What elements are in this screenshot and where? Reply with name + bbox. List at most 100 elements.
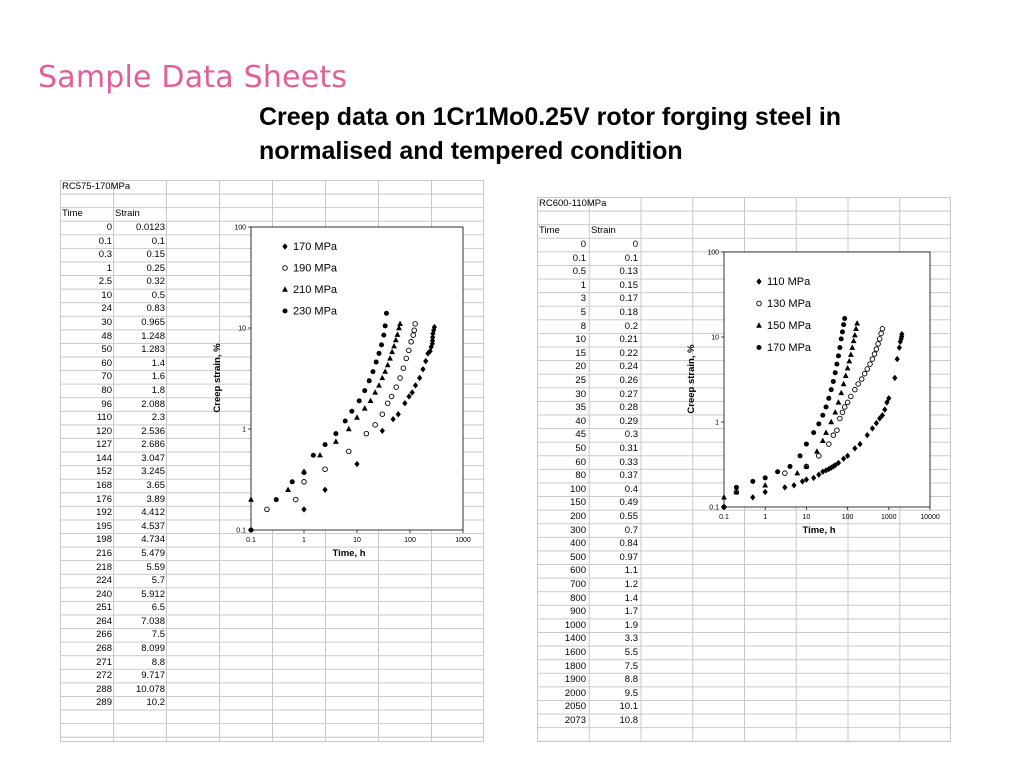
- data-point: [301, 479, 307, 485]
- data-point: [379, 411, 386, 417]
- data-point: [428, 343, 434, 351]
- strain-cell: 0.5: [151, 289, 165, 301]
- time-cell: 500: [570, 551, 586, 563]
- time-cell: 289: [96, 697, 112, 709]
- data-point: [366, 378, 372, 384]
- strain-cell: 7.5: [151, 629, 165, 641]
- x-tick-label: 0.1: [719, 514, 729, 521]
- strain-cell: 1.8: [151, 384, 165, 396]
- y-tick-label: 1: [242, 427, 246, 434]
- data-point: [389, 348, 396, 355]
- strain-cell: 3.245: [141, 466, 165, 478]
- strain-cell: 1.2: [624, 579, 638, 590]
- data-point: [875, 341, 881, 347]
- data-point: [819, 437, 826, 444]
- time-cell: 400: [570, 538, 586, 550]
- data-point: [879, 412, 886, 419]
- data-point: [838, 389, 845, 396]
- strain-cell: 8.099: [141, 642, 165, 654]
- data-point: [846, 357, 853, 364]
- data-point: [854, 320, 860, 326]
- time-cell: 2.5: [98, 276, 112, 288]
- data-point: [864, 431, 870, 439]
- time-cell: 24: [101, 303, 112, 315]
- data-point: [823, 404, 829, 410]
- time-cell: 8: [580, 320, 586, 332]
- data-point: [816, 453, 822, 459]
- legend-marker: [756, 345, 762, 350]
- data-point: [383, 310, 389, 316]
- data-point: [797, 453, 803, 459]
- data-point: [285, 486, 291, 493]
- data-point: [354, 414, 360, 420]
- data-point: [844, 399, 851, 406]
- data-point: [264, 506, 270, 513]
- legend-label: 150 MPa: [767, 320, 812, 332]
- sheet-name: RC600-110MPa: [539, 198, 607, 209]
- data-point: [402, 400, 408, 407]
- strain-cell: 0.32: [146, 276, 166, 288]
- data-point: [372, 422, 378, 428]
- data-point: [882, 406, 888, 413]
- data-point: [857, 440, 863, 448]
- data-point: [787, 463, 793, 469]
- data-point: [408, 339, 414, 345]
- column-header-strain: Strain: [115, 208, 140, 219]
- legend-marker: [282, 243, 288, 250]
- data-point: [382, 323, 388, 329]
- data-point: [301, 470, 307, 476]
- time-cell: 1400: [564, 633, 586, 645]
- time-cell: 0: [106, 222, 112, 233]
- column-header-strain: Strain: [591, 225, 616, 236]
- data-point: [852, 445, 858, 452]
- data-point: [828, 418, 835, 425]
- time-cell: 266: [96, 629, 112, 641]
- strain-cell: 0.26: [619, 375, 639, 386]
- time-cell: 264: [96, 615, 112, 627]
- time-cell: 195: [96, 520, 112, 532]
- series-230-mpa: [248, 310, 389, 533]
- data-point: [363, 430, 370, 437]
- time-cell: 0.5: [572, 266, 586, 278]
- data-point: [837, 345, 843, 351]
- strain-cell: 0.55: [619, 511, 639, 522]
- time-cell: 0.1: [98, 235, 112, 247]
- time-cell: 900: [570, 606, 586, 618]
- x-tick-label: 1000: [881, 514, 897, 521]
- data-point: [830, 432, 837, 438]
- data-point: [844, 364, 851, 371]
- series-130-mpa: [733, 326, 886, 495]
- strain-cell: 10.2: [146, 697, 166, 709]
- time-cell: 600: [570, 565, 586, 577]
- strain-cell: 0.15: [619, 279, 639, 291]
- data-point: [406, 347, 412, 354]
- data-point: [395, 411, 401, 418]
- column-header-time: Time: [539, 225, 560, 236]
- legend-marker: [756, 300, 762, 307]
- data-point: [775, 469, 781, 475]
- time-cell: 1900: [564, 674, 586, 686]
- data-point: [379, 427, 385, 434]
- data-point: [878, 330, 884, 337]
- data-point: [820, 468, 826, 475]
- slide-title: Sample Data Sheets: [38, 60, 348, 95]
- data-point: [397, 320, 403, 327]
- time-cell: 0: [580, 239, 586, 250]
- data-point: [853, 325, 859, 331]
- strain-cell: 1.4: [151, 357, 165, 369]
- series-150-mpa: [721, 320, 860, 500]
- data-point: [379, 342, 385, 348]
- strain-cell: 0.22: [619, 347, 639, 359]
- time-cell: 50: [101, 344, 112, 356]
- data-point: [832, 409, 839, 415]
- y-tick-label: 1: [715, 420, 719, 427]
- data-point: [733, 488, 740, 495]
- data-point: [370, 369, 376, 375]
- data-point: [830, 463, 836, 470]
- strain-cell: 3.89: [146, 493, 166, 505]
- strain-cell: 5.7: [151, 575, 165, 587]
- data-point: [431, 323, 438, 331]
- data-point: [733, 484, 739, 490]
- data-point: [248, 527, 254, 533]
- data-point: [886, 395, 892, 402]
